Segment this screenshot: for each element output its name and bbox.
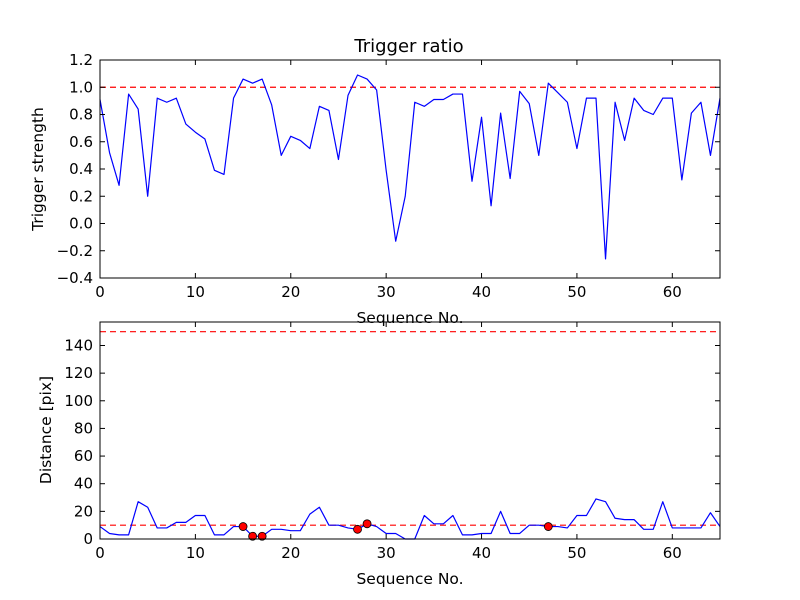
- y-tick-label: 0: [83, 530, 93, 548]
- data-marker: [248, 531, 258, 541]
- y-tick-label: 40: [74, 475, 93, 493]
- chart-title: Trigger ratio: [353, 36, 463, 57]
- x-tick-label: 0: [95, 283, 105, 301]
- trigger-ratio-chart: Trigger ratio 0 10 20 30 40 50 60 −0.4 −0.2 0.0 0.…: [29, 36, 721, 327]
- distance-chart: 0 10 20 30 40 50 60 0 20 40 60 80 100 120 140 Sequence…: [37, 321, 721, 588]
- series-line: [99, 74, 721, 260]
- y-tick-label: 1.2: [69, 51, 93, 69]
- y-tick-label: 0.6: [69, 133, 93, 151]
- y-axis-label: Distance [pix]: [37, 376, 55, 484]
- x-tick-label: 0: [95, 544, 105, 562]
- data-marker: [353, 524, 362, 534]
- x-tick-label: 20: [281, 544, 300, 562]
- x-tick-label: 20: [281, 283, 300, 301]
- y-tick-label: 1.0: [69, 78, 93, 96]
- x-tick-label: 60: [663, 283, 682, 301]
- data-marker: [238, 522, 248, 531]
- x-tick-label: 40: [472, 544, 491, 562]
- y-tick-label: 20: [74, 502, 93, 520]
- plot-frame: [99, 321, 721, 540]
- data-marker: [257, 531, 267, 541]
- y-tick-label: 0.2: [69, 187, 93, 205]
- y-tick-label: 0.0: [69, 215, 93, 233]
- y-tick-label: −0.2: [57, 242, 93, 260]
- x-axis-label: Sequence No.: [356, 570, 463, 588]
- y-tick-label: −0.4: [57, 269, 93, 287]
- x-tick-label: 50: [567, 283, 586, 301]
- y-tick-label: 120: [64, 364, 93, 382]
- data-marker: [362, 519, 372, 529]
- y-tick-label: 80: [74, 419, 93, 437]
- data-marker: [543, 522, 553, 531]
- y-tick-label: 0.8: [69, 106, 93, 124]
- x-tick-label: 10: [186, 283, 205, 301]
- y-tick-label: 0.4: [69, 160, 93, 178]
- x-tick-label: 30: [377, 283, 396, 301]
- x-tick-label: 30: [377, 544, 396, 562]
- plot-frame: [99, 59, 721, 279]
- y-axis-label: Trigger strength: [29, 107, 47, 232]
- x-axis-label: Sequence No.: [356, 309, 463, 327]
- y-tick-label: 100: [64, 392, 93, 410]
- x-tick-label: 10: [186, 544, 205, 562]
- y-tick-label: 60: [74, 447, 93, 465]
- x-tick-label: 50: [567, 544, 586, 562]
- x-tick-label: 60: [663, 544, 682, 562]
- x-tick-label: 40: [472, 283, 491, 301]
- y-tick-label: 140: [64, 336, 93, 354]
